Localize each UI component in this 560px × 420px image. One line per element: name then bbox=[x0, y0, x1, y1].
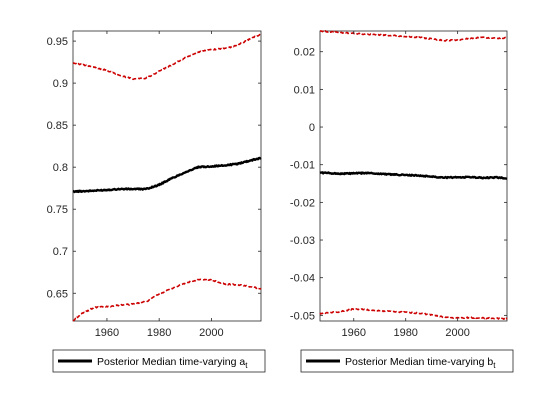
legend-label-sub-b: t bbox=[493, 361, 496, 370]
x-tick-label: 2000 bbox=[445, 327, 469, 339]
series-layer-a bbox=[72, 33, 262, 322]
y-tick-label: -0.04 bbox=[290, 273, 315, 285]
lower-band-line bbox=[72, 278, 262, 322]
y-tick-label: 0.9 bbox=[53, 78, 68, 90]
y-tick-label: 0.95 bbox=[47, 36, 68, 48]
upper-band-line bbox=[72, 33, 262, 81]
x-tick-label: 1960 bbox=[342, 327, 366, 339]
legend-box-a bbox=[52, 349, 266, 373]
y-tick-label: 0.65 bbox=[47, 288, 68, 300]
panel-a: 1960 1980 2000 0.65 0.7 0.75 0.8 0.85 0.9 0.95 bbox=[47, 30, 262, 339]
y-tick-label: 0.02 bbox=[294, 47, 315, 59]
ticks-layer-b: 1960 1980 2000 -0.05 -0.04 -0.03 -0.02 -0.01 0 0.… bbox=[290, 31, 507, 339]
x-tick-label: 2000 bbox=[199, 327, 223, 339]
y-tick-label: 0.85 bbox=[47, 120, 68, 132]
y-tick-label: -0.05 bbox=[290, 310, 315, 322]
legend-label-sub-a: t bbox=[245, 361, 248, 370]
x-tick-label: 1960 bbox=[95, 327, 119, 339]
y-tick-label: 0.75 bbox=[47, 204, 68, 216]
legend-box-b bbox=[300, 349, 514, 373]
upper-band-line bbox=[319, 29, 508, 42]
series-layer-b bbox=[319, 29, 508, 321]
y-tick-label: 0.01 bbox=[294, 84, 315, 96]
plot-area-a bbox=[72, 30, 262, 322]
median-line bbox=[72, 156, 262, 194]
legend-a: Posterior Median time-varying at bbox=[52, 349, 266, 373]
legend-label-main-a: Posterior Median time-varying a bbox=[97, 356, 245, 368]
x-tick-label: 1980 bbox=[393, 327, 417, 339]
median-line bbox=[319, 171, 508, 180]
y-tick-label: 0 bbox=[309, 122, 315, 134]
y-tick-label: -0.02 bbox=[290, 197, 315, 209]
y-tick-label: -0.03 bbox=[290, 235, 315, 247]
lower-band-line bbox=[319, 307, 508, 321]
legend-label-b: Posterior Median time-varying bt bbox=[345, 356, 496, 370]
y-tick-label: 0.7 bbox=[53, 246, 68, 258]
legend-label-main-b: Posterior Median time-varying b bbox=[345, 356, 493, 368]
legend-b: Posterior Median time-varying bt bbox=[300, 349, 514, 373]
legend-label-a: Posterior Median time-varying at bbox=[97, 356, 248, 370]
y-tick-label: 0.8 bbox=[53, 162, 68, 174]
y-tick-label: -0.01 bbox=[290, 160, 315, 172]
panel-b: 1960 1980 2000 -0.05 -0.04 -0.03 -0.02 -0.01 0 0.… bbox=[290, 29, 508, 339]
ticks-layer-a: 1960 1980 2000 0.65 0.7 0.75 0.8 0.85 0.9 0.95 bbox=[47, 31, 261, 339]
x-tick-label: 1980 bbox=[147, 327, 171, 339]
